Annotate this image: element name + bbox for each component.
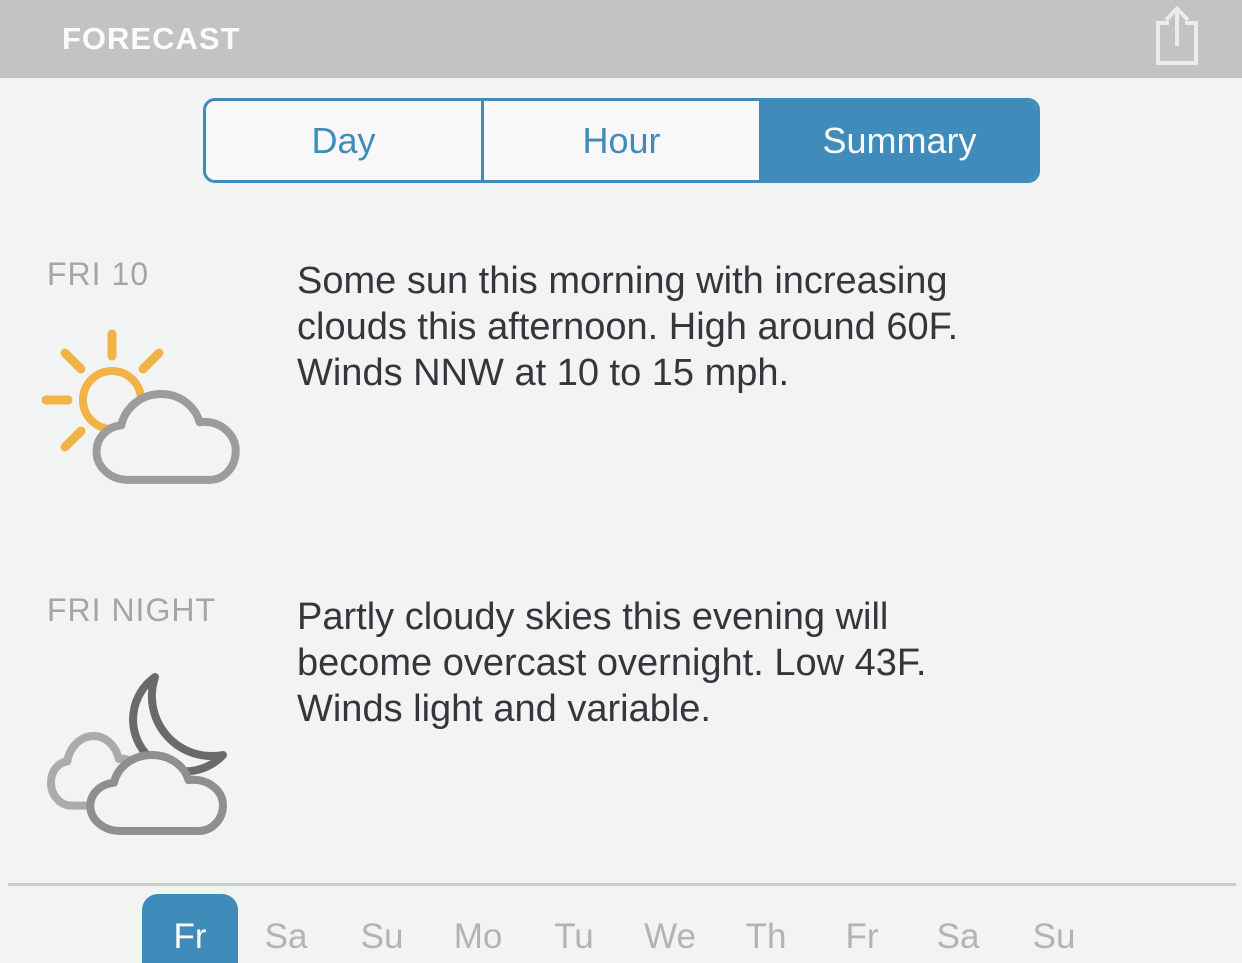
day-tab-fr-2[interactable]: Fr [814,894,910,963]
divider [8,883,1236,886]
tab-hour[interactable]: Hour [481,101,759,180]
day-tab-su-1[interactable]: Su [334,894,430,963]
day-tab-mo[interactable]: Mo [430,894,526,963]
forecast-text-line: Some sun this morning with increasing [297,260,948,302]
tab-summary[interactable]: Summary [759,101,1037,180]
page-title: FORECAST [62,21,241,56]
tab-day[interactable]: Day [206,101,481,180]
forecast-text: Some sun this morning with increasing cl… [297,258,1207,396]
day-tab-fr-1[interactable]: Fr [142,894,238,963]
moon-clouds-icon [38,648,243,843]
view-mode-segmented-control: Day Hour Summary [203,98,1040,183]
share-icon [1153,4,1201,68]
forecast-text-line: become overcast overnight. Low 43F. [297,642,927,684]
day-tab-sa-2[interactable]: Sa [910,894,1006,963]
forecast-period-label: FRI 10 [47,256,150,292]
day-tab-th[interactable]: Th [718,894,814,963]
day-tab-tu[interactable]: Tu [526,894,622,963]
forecast-text-line: Winds NNW at 10 to 15 mph. [297,352,790,394]
day-tab-su-2[interactable]: Su [1006,894,1102,963]
day-tab-we[interactable]: We [622,894,718,963]
partly-sunny-icon [38,318,243,488]
forecast-text-line: clouds this afternoon. High around 60F. [297,306,959,348]
forecast-text: Partly cloudy skies this evening will be… [297,594,1207,732]
forecast-text-line: Winds light and variable. [297,688,711,730]
forecast-period-label: FRI NIGHT [47,592,216,628]
day-strip: Fr Sa Su Mo Tu We Th Fr Sa Su [142,894,1102,963]
share-button[interactable] [1153,4,1201,68]
day-tab-sa-1[interactable]: Sa [238,894,334,963]
forecast-text-line: Partly cloudy skies this evening will [297,596,889,638]
header-bar: FORECAST [0,0,1242,78]
